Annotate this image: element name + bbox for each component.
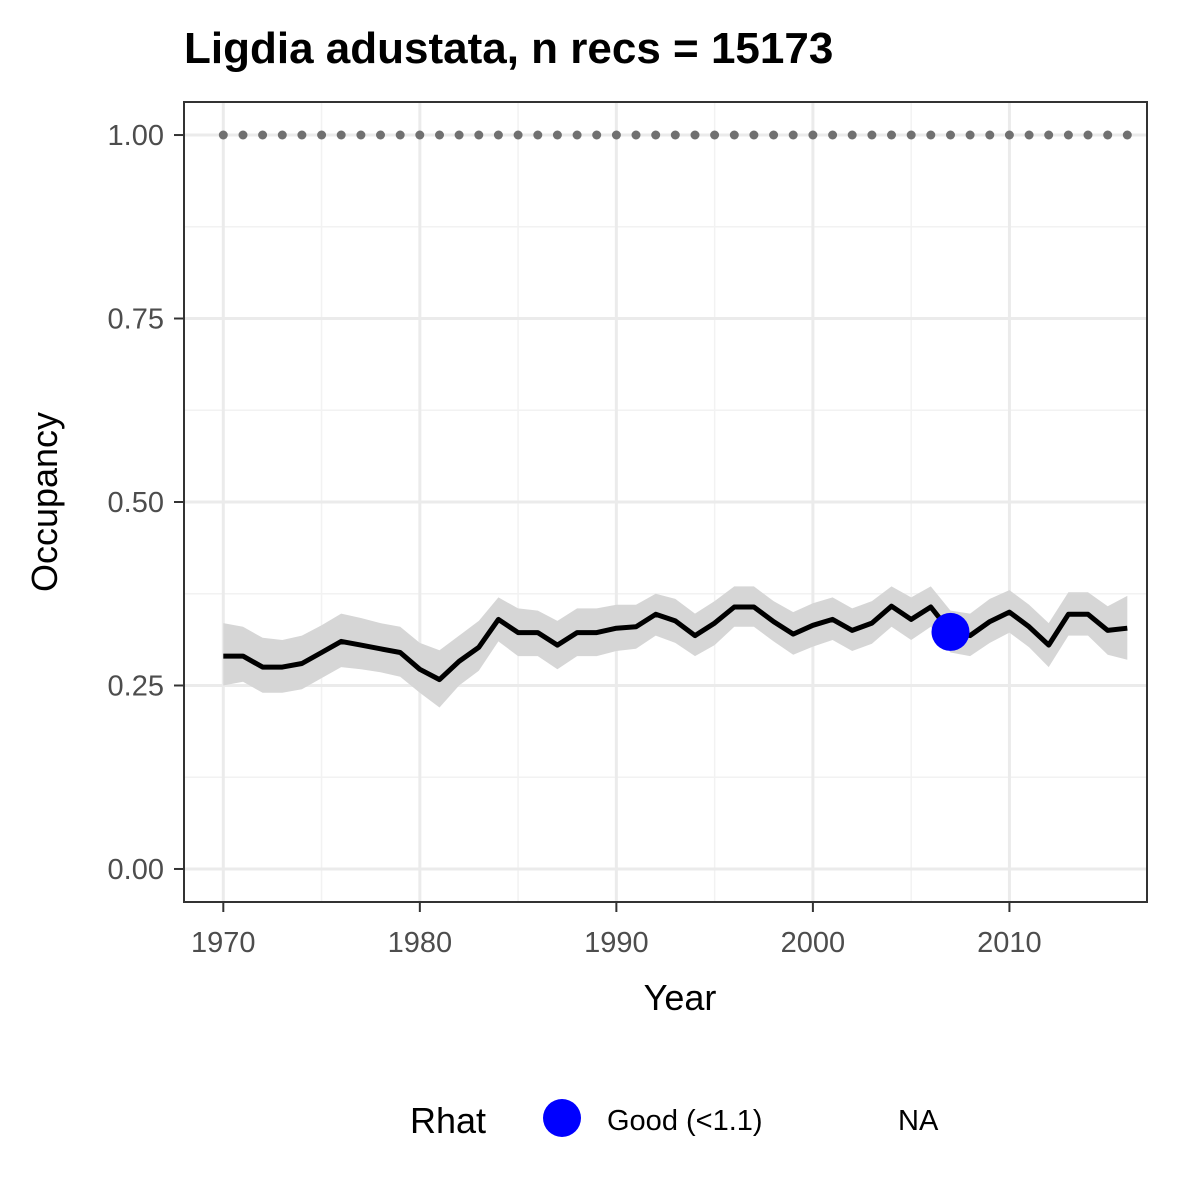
reference-dot [1083,130,1093,140]
reference-dot [769,130,779,140]
rhat-point-good [931,612,970,651]
reference-dot [985,130,995,140]
reference-dot [670,130,680,140]
x-tick-label: 1980 [388,927,453,959]
rhat-points-layer [931,612,970,651]
reference-dot [828,130,838,140]
reference-dot [395,130,405,140]
chart-title: Ligdia adustata, n recs = 15173 [184,24,833,73]
reference-dot [1103,130,1113,140]
reference-dots-layer [218,130,1132,140]
reference-dot [317,130,327,140]
reference-dot [552,130,562,140]
reference-dot [435,130,444,140]
x-tick-label: 2000 [781,927,846,959]
reference-dot [572,130,582,140]
reference-dot [533,130,543,140]
x-axis-title: Year [644,977,717,1018]
reference-dot [1024,130,1034,140]
reference-dot [946,130,955,140]
reference-dot [336,130,346,140]
reference-dot [238,130,248,140]
reference-dot [710,130,720,140]
y-tick-label: 0.00 [108,854,164,886]
x-axis: 1970 1980 1990 2000 2010 [191,902,1042,959]
reference-dot [592,130,602,140]
reference-dot [847,130,857,140]
y-axis: 0.00 0.25 0.50 0.75 1.00 [108,120,184,886]
reference-dot [906,130,916,140]
reference-dot [1063,130,1073,140]
reference-dot [611,130,621,140]
reference-dot [729,130,739,140]
confidence-ribbon-layer [223,586,1128,708]
reference-dot [218,130,228,140]
reference-dot [690,130,700,140]
confidence-ribbon [223,586,1128,708]
legend-title: Rhat [410,1100,486,1141]
y-tick-label: 1.00 [108,120,164,152]
reference-dot [356,130,366,140]
reference-dot [808,130,818,140]
reference-dot [513,130,523,140]
reference-dot [926,130,936,140]
reference-dot [415,130,425,140]
reference-dot [1044,130,1054,140]
reference-dot [788,130,798,140]
reference-dot [376,130,385,140]
reference-dot [749,130,759,140]
y-tick-label: 0.75 [108,304,164,336]
reference-dot [965,130,975,140]
y-tick-label: 0.50 [108,487,164,519]
reference-dot [887,130,896,140]
x-tick-label: 1990 [584,927,649,959]
reference-dot [474,130,484,140]
reference-dot [297,130,307,140]
reference-dot [631,130,641,140]
reference-dot [277,130,287,140]
occupancy-series-line [223,603,1128,683]
reference-dot [454,130,464,140]
legend-label-good: Good (<1.1) [607,1105,763,1137]
reference-dot [1004,130,1014,140]
y-tick-label: 0.25 [108,670,164,702]
legend-label-na: NA [898,1105,939,1137]
y-axis-title: Occupancy [24,412,65,592]
legend-key-good-icon [543,1099,581,1137]
occupancy-line-layer [223,603,1128,683]
reference-dot [867,130,877,140]
reference-dot [493,130,503,140]
legend: Rhat Good (<1.1) NA [410,1099,939,1141]
x-tick-label: 2010 [977,927,1042,959]
reference-dot [1122,130,1132,140]
reference-dot [651,130,661,140]
x-tick-label: 1970 [191,927,256,959]
reference-dot [258,130,268,140]
